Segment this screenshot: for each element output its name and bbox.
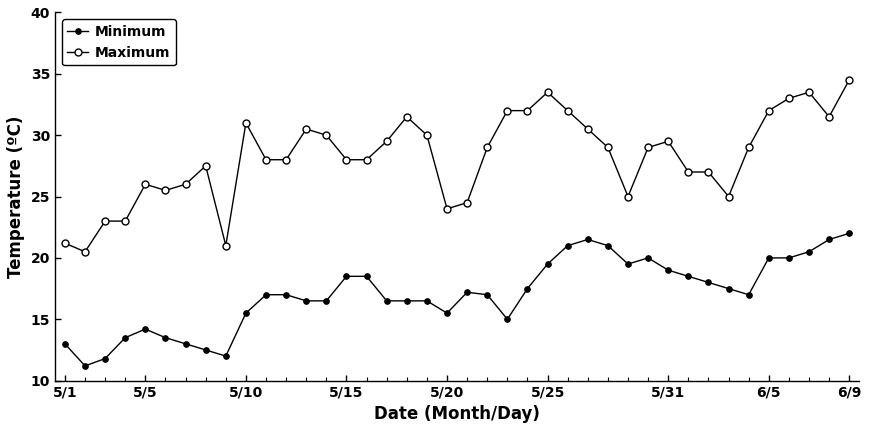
Maximum [361,157,371,162]
Minimum [541,261,552,267]
Minimum [140,326,150,332]
Maximum [642,145,653,150]
Maximum [381,139,391,144]
Minimum [662,267,673,273]
Minimum [381,298,391,304]
Minimum [501,316,512,322]
X-axis label: Date (Month/Day): Date (Month/Day) [374,405,540,423]
Minimum [461,290,472,295]
Maximum [421,132,432,138]
Minimum [441,310,452,316]
Line: Maximum: Maximum [62,77,852,255]
Maximum [441,206,452,212]
Maximum [120,218,130,224]
Legend: Minimum, Maximum: Minimum, Maximum [62,19,176,65]
Minimum [682,274,693,279]
Maximum [221,243,231,248]
Minimum [783,255,793,261]
Maximum [200,163,210,169]
Minimum [803,249,813,255]
Maximum [341,157,351,162]
Maximum [602,145,613,150]
Maximum [823,114,833,120]
Maximum [401,114,412,120]
Maximum [662,139,673,144]
Minimum [602,243,613,248]
Maximum [722,194,733,199]
Maximum [622,194,633,199]
Maximum [180,182,190,187]
Maximum [160,188,170,193]
Minimum [60,341,70,347]
Maximum [461,200,472,205]
Minimum [843,231,853,236]
Maximum [140,182,150,187]
Maximum [301,126,311,132]
Minimum [321,298,331,304]
Minimum [702,280,713,285]
Maximum [60,241,70,246]
Minimum [421,298,432,304]
Minimum [341,274,351,279]
Maximum [100,218,110,224]
Minimum [180,341,190,347]
Minimum [622,261,633,267]
Maximum [763,108,773,113]
Maximum [743,145,753,150]
Minimum [763,255,773,261]
Maximum [281,157,291,162]
Maximum [682,169,693,175]
Minimum [281,292,291,297]
Minimum [361,274,371,279]
Minimum [582,237,593,242]
Maximum [501,108,512,113]
Line: Minimum: Minimum [62,230,851,369]
Maximum [481,145,492,150]
Maximum [261,157,271,162]
Maximum [321,132,331,138]
Minimum [100,356,110,361]
Maximum [783,96,793,101]
Minimum [481,292,492,297]
Minimum [401,298,412,304]
Minimum [80,363,90,369]
Maximum [241,120,251,126]
Maximum [843,77,853,83]
Minimum [722,286,733,291]
Minimum [120,335,130,340]
Maximum [562,108,573,113]
Minimum [642,255,653,261]
Maximum [803,89,813,95]
Minimum [200,347,210,353]
Minimum [160,335,170,340]
Minimum [521,286,532,291]
Y-axis label: Temperature (ºC): Temperature (ºC) [7,115,25,278]
Minimum [301,298,311,304]
Minimum [743,292,753,297]
Minimum [823,237,833,242]
Maximum [702,169,713,175]
Minimum [241,310,251,316]
Maximum [521,108,532,113]
Maximum [582,126,593,132]
Maximum [80,249,90,255]
Minimum [221,353,231,359]
Minimum [261,292,271,297]
Maximum [541,89,552,95]
Minimum [562,243,573,248]
